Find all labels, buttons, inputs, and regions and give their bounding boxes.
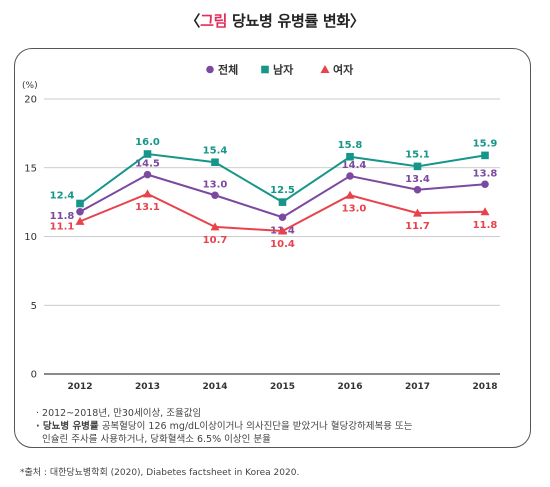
data-point-square [278, 198, 287, 206]
x-tick-label: 2015 [270, 382, 295, 392]
data-point-square [211, 158, 219, 167]
y-tick-label: 0 [31, 370, 37, 381]
note-line-1: · 2012~2018년, 만30세이상, 조율값임 [36, 408, 202, 419]
data-label: 15.1 [405, 149, 430, 160]
note-line-2: · 당뇨병 유병률 공복혈당이 126 mg/dL이상이거나 의사진단을 받았거… [36, 420, 412, 433]
data-point-triangle [143, 189, 152, 198]
chart-notes: · 2012~2018년, 만30세이상, 조율값임 · 당뇨병 유병률 공복혈… [36, 407, 412, 446]
data-point-square [143, 150, 152, 158]
data-point-circle [278, 213, 287, 222]
data-label: 13.0 [342, 203, 367, 214]
note-line-3: 인슐린 주사를 사용하거나, 당화혈색소 6.5% 이상인 분율 [36, 434, 271, 445]
legend-marker-circle [206, 65, 214, 74]
data-point-square [413, 162, 422, 171]
legend-label: 전체 [218, 63, 238, 77]
chart-card [14, 48, 531, 448]
data-label: 13.0 [203, 179, 228, 190]
data-point-triangle [210, 222, 220, 231]
data-point-circle [413, 185, 422, 194]
data-point-circle [76, 207, 84, 216]
data-label: 13.1 [135, 202, 160, 213]
x-tick-label: 2017 [405, 382, 430, 392]
data-label: 11.8 [50, 211, 75, 222]
data-label: 12.4 [50, 191, 75, 202]
x-tick-label: 2013 [135, 382, 160, 392]
data-point-circle [143, 170, 152, 179]
data-label: 11.7 [405, 221, 430, 232]
x-tick-label: 2012 [67, 382, 92, 392]
title-text: 당뇨병 유병률 변화 [227, 12, 350, 30]
y-tick-label: 10 [24, 232, 37, 243]
note-definition: 공복혈당이 126 mg/dL이상이거나 의사진단을 받았거나 혈당강하제복용 … [98, 421, 413, 432]
y-tick-label: 5 [31, 301, 37, 312]
x-tick-label: 2018 [472, 382, 497, 392]
data-point-triangle [75, 216, 85, 225]
y-tick-label: 15 [24, 163, 37, 174]
data-label: 14.5 [135, 159, 160, 170]
data-label: 15.4 [203, 145, 228, 156]
data-label: 11.1 [50, 221, 75, 232]
data-label: 12.5 [270, 185, 295, 196]
y-axis-unit-label: (%) [22, 81, 38, 91]
legend-marker-square [261, 65, 269, 74]
x-tick-label: 2014 [202, 382, 227, 392]
figure-title: 〈그림 당뇨병 유병률 변화〉 [0, 10, 550, 31]
data-point-circle [481, 180, 489, 189]
data-label: 13.4 [405, 174, 430, 185]
legend-label: 여자 [333, 63, 354, 77]
data-label: 16.0 [135, 137, 160, 148]
data-point-triangle [480, 207, 490, 216]
data-point-circle [211, 191, 219, 200]
data-point-square [481, 151, 489, 160]
data-label: 10.4 [270, 239, 295, 250]
data-label: 15.8 [338, 140, 363, 151]
source-citation: *출처 : 대한당뇨병학회 (2020), Diabetes factsheet… [20, 468, 300, 478]
note-term: · 당뇨병 유병률 [36, 421, 99, 432]
data-label: 13.8 [473, 168, 498, 179]
x-tick-label: 2016 [337, 382, 362, 392]
data-label: 15.9 [473, 138, 498, 149]
data-point-triangle [278, 226, 287, 235]
data-label: 14.4 [342, 160, 367, 171]
data-point-circle [346, 172, 354, 180]
legend-label: 남자 [273, 63, 294, 77]
title-accent: 그림 [200, 12, 228, 30]
data-label: 11.8 [473, 220, 498, 231]
data-point-square [346, 152, 354, 161]
data-point-square [76, 199, 84, 208]
data-point-triangle [413, 208, 422, 217]
title-close-bracket: 〉 [349, 12, 365, 30]
y-tick-label: 20 [24, 95, 37, 106]
data-point-triangle [345, 190, 355, 199]
legend-marker-triangle [320, 65, 330, 73]
data-label: 10.7 [203, 235, 228, 246]
title-open-bracket: 〈 [185, 12, 201, 30]
